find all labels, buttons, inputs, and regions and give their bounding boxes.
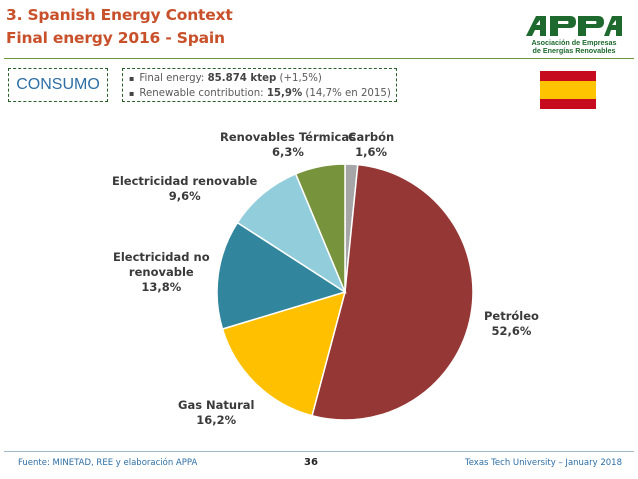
- logo-tagline-2: de Energías Renovables: [532, 46, 616, 55]
- footer-event: Texas Tech University – January 2018: [464, 458, 622, 468]
- label-carbon-name: Carbón: [348, 130, 395, 144]
- bullet-icon: ▪: [129, 89, 135, 98]
- flag-stripe-middle: [540, 81, 596, 99]
- label-electricidad-renovable: Electricidad renovable 9,6%: [112, 174, 257, 204]
- label-electricidad-no-renovable-name: Electricidad no: [113, 250, 210, 264]
- pie-slice-electricidad-renovable: [236, 172, 347, 294]
- bullet-prefix: Renewable contribution:: [139, 88, 267, 99]
- footer-divider: [4, 451, 634, 452]
- consumo-box: CONSUMO: [8, 68, 108, 102]
- label-electricidad-renovable-name: Electricidad renovable: [112, 174, 258, 188]
- label-electricidad-no-renovable-value: 13,8%: [141, 280, 182, 294]
- label-gas-natural-name: Gas Natural: [178, 398, 255, 412]
- header-divider: [4, 58, 634, 59]
- pie-slice-renovables-termicas: [294, 163, 346, 293]
- label-petroleo: Petróleo 52,6%: [484, 309, 539, 339]
- pie-slice-gas-natural: [221, 290, 347, 417]
- flag-stripe-top: [540, 71, 596, 81]
- label-carbon: Carbón 1,6%: [348, 130, 394, 160]
- bullet-suffix: (+1,5%): [276, 73, 322, 84]
- bullet-suffix: (14,7% en 2015): [302, 88, 391, 99]
- label-electricidad-no-renovable: Electricidad no renovable 13,8%: [113, 250, 210, 295]
- slide-subtitle: Final energy 2016 - Spain: [6, 29, 225, 47]
- logo-tagline-1: Asociación de Empresas: [531, 38, 617, 47]
- label-carbon-value: 1,6%: [355, 145, 388, 159]
- pie-slice-electricidad-no-renovable: [216, 221, 347, 330]
- label-electricidad-no-renovable-name-2: renovable: [128, 265, 194, 279]
- slide-title: 3. Spanish Energy Context: [6, 6, 233, 24]
- spain-flag-icon: [540, 71, 596, 109]
- info-row-renewable: ▪ Renewable contribution: 15,9% (14,7% en…: [129, 86, 391, 101]
- bullet-value: 15,9%: [266, 88, 303, 99]
- label-gas-natural-value: 16,2%: [196, 413, 237, 427]
- page-number: 36: [304, 457, 318, 468]
- info-row-final-energy: ▪ Final energy: 85.874 ktep (+1,5%): [129, 71, 390, 86]
- label-gas-natural: Gas Natural 16,2%: [178, 398, 255, 428]
- info-box: ▪ Final energy: 85.874 ktep (+1,5%) ▪ Rene…: [122, 68, 397, 102]
- consumo-label: CONSUMO: [16, 76, 100, 93]
- label-electricidad-renovable-value: 9,6%: [168, 189, 201, 203]
- appa-wordmark-icon: [526, 16, 622, 36]
- label-renovables-termicas-value: 6,3%: [272, 145, 304, 159]
- label-renovables-termicas: Renovables Térmicas 6,3%: [220, 130, 356, 160]
- label-petroleo-name: Petróleo: [484, 309, 539, 323]
- label-petroleo-value: 52,6%: [491, 324, 532, 338]
- bullet-icon: ▪: [129, 74, 135, 83]
- label-renovables-termicas-name: Renovables Térmicas: [220, 130, 356, 144]
- pie-slice-petroleo: [311, 163, 474, 421]
- bullet-value: 85.874 ktep: [207, 73, 277, 84]
- bullet-prefix: Final energy:: [139, 73, 208, 84]
- appa-logo: Asociación de Empresas de Energías Renov…: [524, 14, 624, 60]
- footer-source: Fuente: MINETAD, REE y elaboración APPA: [18, 458, 198, 468]
- flag-stripe-bottom: [540, 99, 596, 109]
